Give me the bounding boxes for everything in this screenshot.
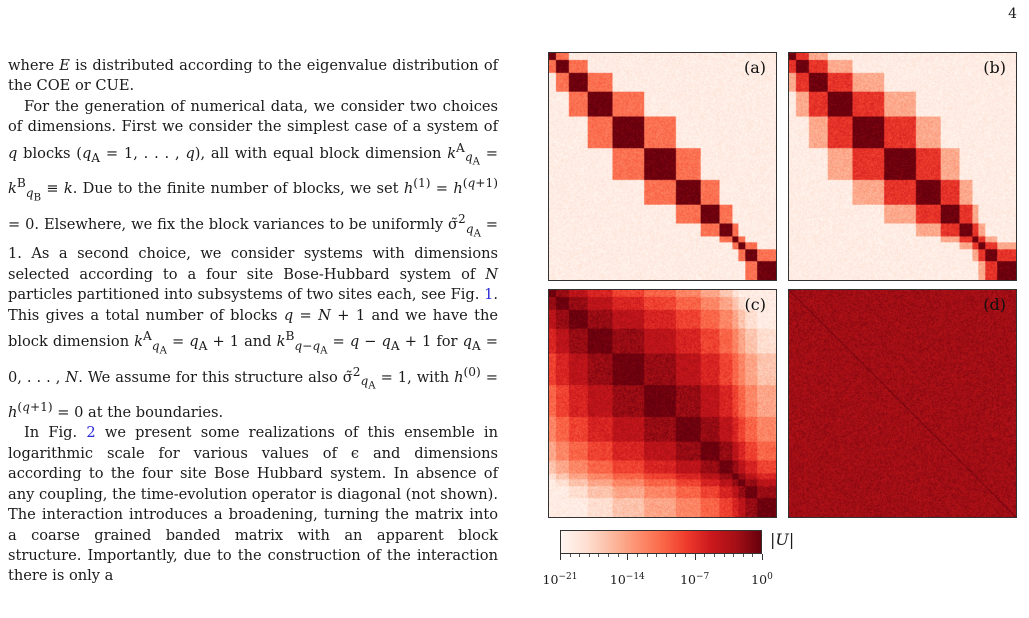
colorbar-tick-label: 100	[751, 572, 773, 588]
colorbar-minor-tick	[608, 554, 610, 557]
colorbar-major-tick	[694, 554, 696, 560]
panel-label-d: (d)	[983, 295, 1006, 314]
panel-label-b: (b)	[983, 58, 1006, 77]
colorbar-major-tick	[627, 554, 629, 560]
colorbar-tick-label: 10−7	[680, 572, 710, 588]
colorbar-minor-tick	[569, 554, 571, 557]
colorbar-minor-tick	[713, 554, 715, 557]
colorbar-minor-tick	[733, 554, 735, 557]
paragraph-3: In Fig. 2 we present some realizations o…	[8, 424, 499, 585]
colorbar-major-tick	[762, 554, 763, 560]
colorbar-minor-tick	[598, 554, 600, 557]
colorbar-minor-tick	[646, 554, 648, 557]
colorbar-minor-tick	[742, 554, 744, 557]
matrix-heatmap-b	[789, 53, 1016, 280]
colorbar-label: |U|	[770, 530, 795, 549]
colorbar-minor-tick	[579, 554, 581, 557]
matrix-panel-d: (d)	[788, 289, 1017, 518]
colorbar-major-tick	[560, 554, 561, 560]
colorbar-minor-tick	[588, 554, 590, 557]
matrix-panel-a: (a)	[548, 52, 777, 281]
page-number: 4	[1008, 6, 1017, 22]
colorbar-minor-tick	[636, 554, 638, 557]
matrix-panel-c: (c)	[548, 289, 777, 518]
colorbar-minor-tick	[675, 554, 677, 557]
matrix-heatmap-a	[549, 53, 776, 280]
panel-label-c: (c)	[744, 295, 766, 314]
colorbar	[560, 530, 762, 554]
colorbar-minor-tick	[665, 554, 667, 557]
colorbar-minor-tick	[723, 554, 725, 557]
fig1-link[interactable]: 1	[484, 286, 494, 304]
colorbar-minor-tick	[617, 554, 619, 557]
colorbar-minor-tick	[656, 554, 658, 557]
matrix-heatmap-d	[789, 290, 1016, 517]
paragraph-2: For the generation of numerical data, we…	[8, 97, 499, 422]
matrix-heatmap-c	[549, 290, 776, 517]
colorbar-tick-label: 10−14	[609, 572, 645, 588]
colorbar-tick-label: 10−21	[542, 572, 578, 588]
text-column: where E is distributed according to the …	[8, 56, 498, 587]
matrix-panel-b: (b)	[788, 52, 1017, 281]
colorbar-minor-tick	[704, 554, 706, 557]
panel-label-a: (a)	[743, 58, 766, 77]
colorbar-minor-tick	[752, 554, 754, 557]
colorbar-minor-tick	[685, 554, 687, 557]
paragraph-1: where E is distributed according to the …	[8, 57, 499, 95]
fig2-link[interactable]: 2	[86, 424, 96, 442]
